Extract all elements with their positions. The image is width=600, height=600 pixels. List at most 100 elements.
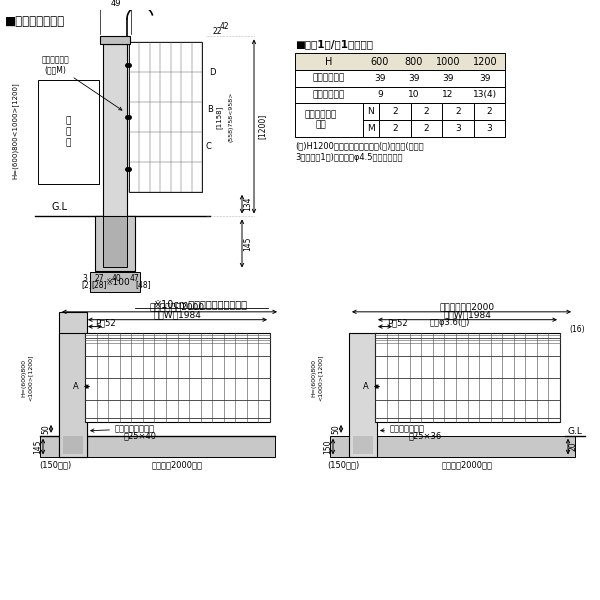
Text: 幁25×40: 幁25×40 — [124, 431, 157, 440]
Text: 柱芯々＝2000以内: 柱芯々＝2000以内 — [442, 461, 493, 470]
Text: 22: 22 — [212, 27, 222, 36]
Bar — [40, 436, 275, 457]
Text: (150以内): (150以内) — [39, 461, 71, 470]
Text: 2: 2 — [392, 107, 398, 116]
Text: 2: 2 — [424, 107, 429, 116]
Text: H=(600)800
<1000>[1200]: H=(600)800 <1000>[1200] — [22, 355, 32, 401]
Text: (16): (16) — [569, 325, 585, 334]
Text: N: N — [368, 107, 374, 116]
Bar — [363, 103, 379, 137]
Bar — [38, 80, 99, 184]
Text: H=(600)800
<1000>[1200]: H=(600)800 <1000>[1200] — [311, 355, 322, 401]
Text: 27: 27 — [94, 274, 104, 283]
Text: (558)758<958>: (558)758<958> — [229, 92, 233, 142]
Text: A: A — [73, 382, 79, 391]
Text: 49: 49 — [111, 0, 121, 8]
Text: 600: 600 — [371, 56, 389, 67]
Bar — [63, 436, 83, 454]
Text: 39: 39 — [374, 74, 386, 83]
Text: 2: 2 — [424, 124, 429, 133]
Text: 39: 39 — [408, 74, 420, 83]
Text: 2: 2 — [392, 124, 398, 133]
Bar — [85, 334, 270, 422]
Bar — [410, 120, 442, 137]
Bar — [330, 436, 575, 457]
Text: [48]: [48] — [135, 280, 151, 289]
Bar — [379, 120, 410, 137]
Text: 39: 39 — [479, 74, 491, 83]
Text: フックボルト
(本数M): フックボルト (本数M) — [41, 55, 122, 110]
Bar — [103, 217, 127, 266]
Text: 10: 10 — [408, 91, 420, 100]
Text: スチール柱埋込部: スチール柱埋込部 — [91, 424, 155, 433]
Text: 本体ピッチ＝2000: 本体ピッチ＝2000 — [440, 302, 495, 311]
Bar — [59, 334, 87, 457]
Text: 50: 50 — [41, 424, 50, 434]
Bar — [59, 312, 87, 457]
Text: 20: 20 — [569, 442, 577, 451]
Text: 2: 2 — [487, 107, 492, 116]
Text: 40: 40 — [112, 274, 122, 283]
Text: 39: 39 — [442, 74, 454, 83]
Bar — [295, 53, 505, 70]
Text: C: C — [205, 142, 211, 151]
Bar — [379, 103, 410, 120]
Text: 本体W＝1984: 本体W＝1984 — [443, 310, 491, 319]
Bar — [90, 272, 140, 292]
Text: (150以内): (150以内) — [327, 461, 359, 470]
Text: A: A — [363, 382, 369, 391]
Text: 13(4): 13(4) — [473, 91, 497, 100]
Bar — [363, 120, 505, 137]
Bar — [410, 103, 442, 120]
Text: ※10cmブロックに納めた場合: ※10cmブロックに納めた場合 — [153, 299, 247, 309]
Text: [1158]: [1158] — [215, 106, 223, 129]
Text: [2]: [2] — [82, 280, 92, 289]
Bar — [349, 334, 377, 457]
Text: 本体W＝1984: 本体W＝1984 — [154, 310, 202, 319]
Text: 150: 150 — [323, 439, 332, 454]
Text: 線材φ3.6(注): 線材φ3.6(注) — [430, 318, 470, 327]
Bar — [295, 103, 363, 137]
Text: 3: 3 — [487, 124, 492, 133]
Text: D: D — [209, 68, 215, 77]
Text: 3: 3 — [455, 124, 461, 133]
Text: ※100: ※100 — [104, 278, 130, 287]
Text: 50: 50 — [331, 424, 341, 434]
Bar — [295, 86, 505, 103]
Text: 145: 145 — [244, 236, 253, 251]
Text: ■スチール自由柱: ■スチール自由柱 — [5, 15, 65, 28]
Text: フックボルト
本数: フックボルト 本数 — [305, 110, 337, 130]
Bar — [95, 217, 135, 271]
Text: 42: 42 — [219, 22, 229, 31]
Bar — [375, 334, 560, 422]
Text: 1000: 1000 — [436, 56, 460, 67]
Text: 9: 9 — [377, 91, 383, 100]
Text: G.L: G.L — [52, 202, 68, 212]
Text: P＝52: P＝52 — [386, 318, 407, 327]
Text: 本体ピッチ＝2000: 本体ピッチ＝2000 — [150, 302, 205, 311]
Text: [1200]: [1200] — [257, 114, 266, 139]
Text: B: B — [207, 105, 213, 114]
Text: タテ線材本数: タテ線材本数 — [313, 74, 345, 83]
Text: G.L: G.L — [567, 427, 582, 436]
Bar — [473, 120, 505, 137]
Text: 幁25×36: 幁25×36 — [409, 431, 442, 440]
Text: アルミ柱埋込部: アルミ柱埋込部 — [381, 424, 425, 433]
Text: 134: 134 — [244, 197, 253, 211]
Text: H: H — [325, 56, 332, 67]
Text: P＝52: P＝52 — [95, 318, 115, 327]
Text: 12: 12 — [442, 91, 454, 100]
Text: 800: 800 — [405, 56, 423, 67]
Bar — [295, 70, 505, 86]
Text: M: M — [367, 124, 375, 133]
Text: 柱芯々＝2000以内: 柱芯々＝2000以内 — [152, 461, 203, 470]
Text: H=(600)800<1000>[1200]: H=(600)800<1000>[1200] — [11, 82, 19, 179]
Text: 145: 145 — [34, 439, 43, 454]
Text: 3: 3 — [83, 274, 88, 283]
Bar — [442, 103, 473, 120]
Bar — [473, 103, 505, 120]
Text: (注)H1200の場合、ヨコ線材の(　)内本数(＝上部
3本、下部1本)のみ線材φ4.5となります。: (注)H1200の場合、ヨコ線材の( )内本数(＝上部 3本、下部1本)のみ線材… — [295, 142, 424, 163]
Bar — [129, 43, 202, 192]
Text: 47: 47 — [130, 274, 140, 283]
Text: [28]: [28] — [91, 280, 107, 289]
